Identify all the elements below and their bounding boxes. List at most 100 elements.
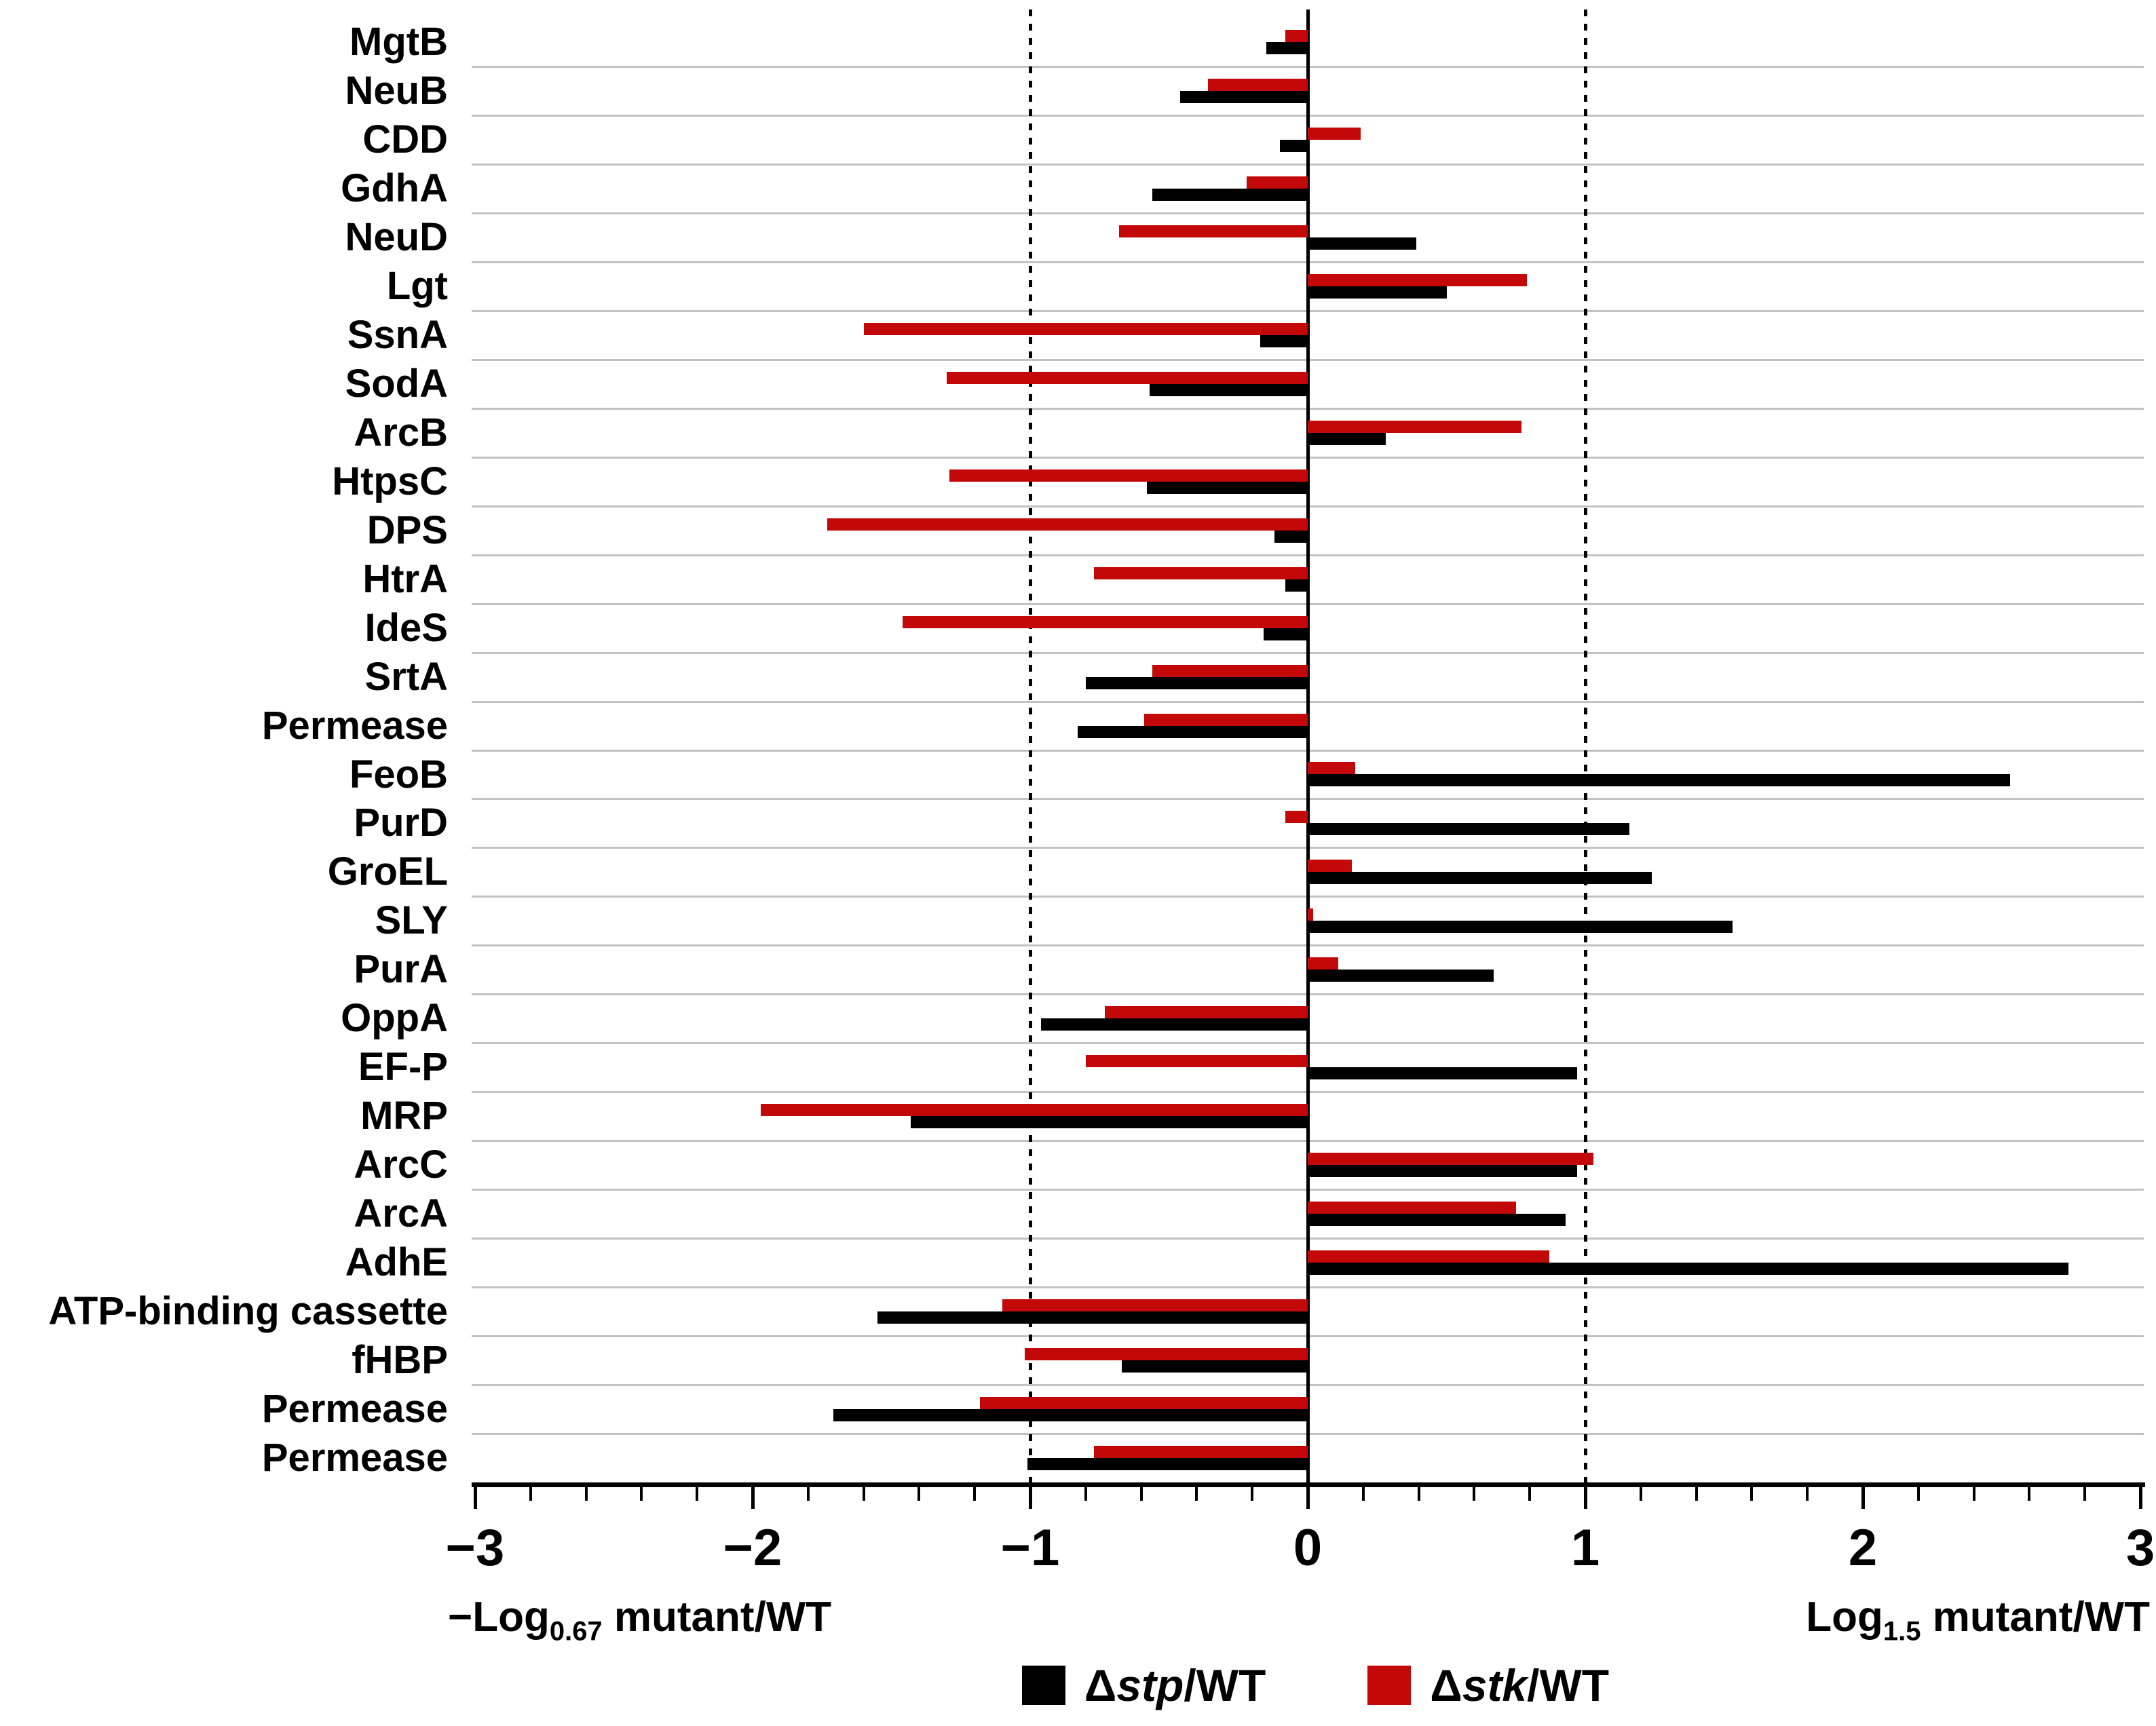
x-axis-minor-tick <box>1195 1487 1198 1501</box>
x-axis-minor-tick <box>1139 1487 1143 1501</box>
category-label: GdhA <box>341 166 448 210</box>
bar-stp-PurA <box>1308 970 1494 982</box>
bar-stk-ArcA <box>1308 1202 1516 1214</box>
x-axis-minor-tick <box>584 1487 588 1501</box>
bar-stk-Permease <box>1143 713 1308 726</box>
bar-stp-GroEL <box>1308 872 1652 885</box>
bar-stp-SodA <box>1149 383 1308 396</box>
category-label: MgtB <box>349 20 448 64</box>
x-axis-label-right-subscript: 1.5 <box>1883 1616 1921 1647</box>
legend-swatch-black <box>1021 1666 1065 1705</box>
legend-item-stp: Δstp/WT <box>1021 1660 1266 1711</box>
bar-stk-SsnA <box>863 322 1308 335</box>
x-axis-minor-tick <box>1251 1487 1254 1501</box>
reference-line <box>1029 9 1032 1482</box>
x-axis-major-tick <box>1583 1487 1587 1509</box>
x-axis-label-left-suffix: mutant/WT <box>602 1594 832 1641</box>
bar-stk-AdhE <box>1308 1250 1549 1263</box>
category-label: SodA <box>345 361 448 406</box>
legend-label-stk: Δstk/WT <box>1430 1660 1610 1710</box>
category-label: CDD <box>362 117 448 161</box>
bar-stk-FeoB <box>1308 762 1355 775</box>
bar-stp-FeoB <box>1308 774 2010 787</box>
legend: Δstp/WT Δstk/WT <box>475 1660 2156 1711</box>
x-axis-tick-label: −3 <box>445 1519 505 1577</box>
category-label: PurD <box>354 801 448 845</box>
bar-stk-HtpsC <box>949 469 1308 482</box>
category-label: SrtA <box>364 654 448 699</box>
category-label: NeuB <box>345 68 448 113</box>
bar-stk-MRP <box>761 1104 1308 1117</box>
category-label: ATP-binding cassette <box>48 1289 448 1334</box>
bar-stp-HtpsC <box>1146 481 1308 494</box>
bar-stp-ArcB <box>1308 432 1386 445</box>
category-label: Permease <box>261 1436 448 1480</box>
x-axis-minor-tick <box>1528 1487 1532 1501</box>
bar-stp-MRP <box>911 1116 1308 1129</box>
x-axis-label-right-text: Log <box>1806 1594 1883 1641</box>
category-label: FeoB <box>349 752 448 797</box>
bar-stp-MgtB <box>1266 41 1308 54</box>
category-label: AdhE <box>345 1240 448 1285</box>
x-axis-minor-tick <box>1473 1487 1476 1501</box>
bar-stk-DPS <box>827 518 1308 531</box>
bar-stp-CDD <box>1280 139 1308 152</box>
x-axis-minor-tick <box>1806 1487 1809 1501</box>
x-axis-minor-tick <box>1972 1487 1975 1501</box>
bar-stk-IdeS <box>902 615 1308 628</box>
bar-stp-EF-P <box>1308 1067 1577 1080</box>
bar-stp-SLY <box>1308 921 1733 934</box>
bar-stp-HtrA <box>1285 579 1308 592</box>
x-axis-minor-tick <box>1639 1487 1642 1501</box>
bar-stk-ATP-binding cassette <box>1002 1299 1308 1312</box>
bar-stk-Lgt <box>1308 273 1528 286</box>
bar-stp-SsnA <box>1260 334 1308 347</box>
x-axis-minor-tick <box>1916 1487 1920 1501</box>
x-axis-tick-label: 1 <box>1570 1519 1600 1577</box>
category-label: MRP <box>360 1094 448 1138</box>
legend-item-stk: Δstk/WT <box>1367 1660 1609 1711</box>
bar-stp-OppA <box>1041 1018 1308 1031</box>
bar-stp-Lgt <box>1308 286 1447 299</box>
x-axis-label-right-suffix: mutant/WT <box>1921 1594 2150 1641</box>
bar-stk-SrtA <box>1152 664 1308 677</box>
bar-stk-OppA <box>1105 1006 1308 1019</box>
x-axis-minor-tick <box>918 1487 921 1501</box>
category-label: SsnA <box>347 312 448 357</box>
bar-stp-Permease <box>833 1409 1308 1422</box>
category-label: IdeS <box>364 605 449 650</box>
x-axis-minor-tick <box>1084 1487 1087 1501</box>
bar-stk-Permease <box>980 1397 1308 1410</box>
bar-stp-ATP-binding cassette <box>877 1311 1308 1324</box>
bar-stk-PurD <box>1285 811 1308 824</box>
category-label: ArcB <box>354 410 448 455</box>
x-axis-major-tick <box>1028 1487 1032 1509</box>
legend-label-stp: Δstp/WT <box>1084 1660 1266 1710</box>
x-axis-label-left-text: −Log <box>448 1594 550 1641</box>
x-axis-tick-label: 3 <box>2125 1519 2155 1577</box>
x-axis-major-tick <box>473 1487 477 1509</box>
x-axis-minor-tick <box>862 1487 865 1501</box>
bar-stp-GdhA <box>1152 188 1308 201</box>
x-axis-minor-tick <box>806 1487 810 1501</box>
x-axis-minor-tick <box>2083 1487 2087 1501</box>
category-label: OppA <box>341 996 448 1041</box>
bar-stp-SrtA <box>1085 676 1308 689</box>
bar-stp-NeuB <box>1179 90 1308 103</box>
bar-stp-ArcC <box>1308 1165 1577 1178</box>
bar-stk-EF-P <box>1085 1055 1308 1068</box>
x-axis-major-tick <box>1306 1487 1310 1509</box>
category-label: PurA <box>354 947 448 992</box>
bar-stk-GdhA <box>1247 176 1308 189</box>
bar-stk-ArcB <box>1308 420 1521 433</box>
x-axis-minor-tick <box>696 1487 699 1501</box>
x-axis-minor-tick <box>1361 1487 1365 1501</box>
x-axis-minor-tick <box>529 1487 532 1501</box>
category-label: ArcA <box>354 1191 448 1236</box>
bar-stk-NeuB <box>1207 78 1308 91</box>
x-axis-label-left-subscript: 0.67 <box>549 1616 603 1647</box>
x-axis-minor-tick <box>640 1487 643 1501</box>
x-axis-minor-tick <box>1695 1487 1698 1501</box>
bar-stp-PurD <box>1308 823 1630 836</box>
